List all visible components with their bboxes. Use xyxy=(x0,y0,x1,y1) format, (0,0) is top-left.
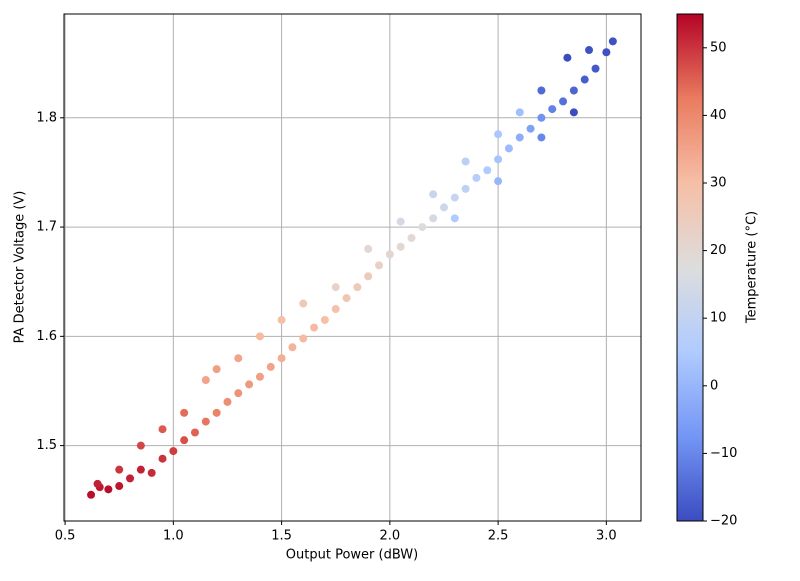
plot-frame xyxy=(63,13,642,522)
scatter-point xyxy=(320,315,329,324)
scatter-point xyxy=(450,214,459,223)
scatter-point xyxy=(331,305,340,314)
scatter-point xyxy=(234,354,243,363)
scatter-point xyxy=(234,389,243,398)
scatter-point xyxy=(537,133,546,142)
y-tick-label: 1.8 xyxy=(36,110,57,125)
x-tick-label: 1.0 xyxy=(163,529,184,544)
scatter-point xyxy=(115,482,124,491)
y-tick-label: 1.5 xyxy=(36,438,57,453)
scatter-point xyxy=(277,315,286,324)
scatter-point xyxy=(504,144,513,153)
scatter-point xyxy=(364,244,373,253)
scatter-point xyxy=(526,124,535,133)
colorbar-tick-label: 30 xyxy=(710,176,727,191)
scatter-point xyxy=(277,354,286,363)
scatter-point xyxy=(255,332,264,341)
colorbar-tick-label: −10 xyxy=(710,446,737,461)
scatter-point xyxy=(158,454,167,463)
scatter-point xyxy=(515,108,524,117)
x-tick-label: 3.0 xyxy=(596,529,617,544)
scatter-point xyxy=(396,242,405,251)
scatter-point xyxy=(515,133,524,142)
x-tick-label: 0.5 xyxy=(55,529,76,544)
scatter-point xyxy=(190,428,199,437)
scatter-point xyxy=(245,380,254,389)
colorbar-tick-label: 10 xyxy=(710,311,727,326)
scatter-point xyxy=(608,37,617,46)
y-tick-label: 1.6 xyxy=(36,329,57,344)
scatter-point xyxy=(375,261,384,270)
scatter-point xyxy=(147,468,156,477)
scatter-point xyxy=(342,294,351,303)
x-tick-label: 1.5 xyxy=(271,529,292,544)
scatter-point xyxy=(169,447,178,456)
scatter-point xyxy=(266,362,275,371)
scatter-point xyxy=(115,465,124,474)
scatter-point xyxy=(563,53,572,62)
scatter-point xyxy=(310,323,319,332)
colorbar-tick-label: −20 xyxy=(710,514,737,529)
scatter-point xyxy=(461,184,470,193)
x-axis-label: Output Power (dBW) xyxy=(286,548,418,563)
scatter-point xyxy=(429,190,438,199)
scatter-point xyxy=(126,474,135,483)
scatter-point xyxy=(548,105,557,114)
scatter-point xyxy=(569,108,578,117)
scatter-point xyxy=(385,250,394,259)
scatter-point xyxy=(288,343,297,352)
y-tick-label: 1.7 xyxy=(36,220,57,235)
scatter-point xyxy=(461,157,470,166)
scatter-point xyxy=(136,441,145,450)
scatter-point xyxy=(136,465,145,474)
scatter-point xyxy=(483,166,492,175)
scatter-point xyxy=(331,283,340,292)
scatter-point xyxy=(585,46,594,55)
y-axis-label: PA Detector Voltage (V) xyxy=(13,191,28,344)
scatter-point xyxy=(494,155,503,164)
scatter-point xyxy=(559,97,568,106)
scatter-point xyxy=(212,408,221,417)
scatter-point xyxy=(87,490,96,499)
scatter-point xyxy=(472,173,481,182)
x-tick-label: 2.0 xyxy=(380,529,401,544)
scatter-point xyxy=(299,299,308,308)
scatter-point xyxy=(591,64,600,73)
scatter-point xyxy=(180,436,189,445)
scatter-point xyxy=(494,130,503,139)
scatter-point xyxy=(439,203,448,212)
x-tick-label: 2.5 xyxy=(488,529,509,544)
scatter-point xyxy=(450,193,459,202)
colorbar-tick-label: 20 xyxy=(710,243,727,258)
scatter-point xyxy=(201,417,210,426)
scatter-point xyxy=(201,376,210,385)
scatter-point xyxy=(93,479,102,488)
scatter-point xyxy=(602,48,611,57)
scatter-point xyxy=(396,217,405,226)
colorbar-tick-label: 40 xyxy=(710,108,727,123)
scatter-point xyxy=(104,485,113,494)
scatter-point xyxy=(180,408,189,417)
scatter-point xyxy=(537,113,546,122)
scatter-point xyxy=(353,283,362,292)
scatter-point xyxy=(429,214,438,223)
colorbar xyxy=(676,13,704,522)
scatter-point xyxy=(364,272,373,281)
scatter-point xyxy=(418,223,427,232)
scatter-point xyxy=(580,75,589,84)
scatter-point xyxy=(212,365,221,374)
scatter-point xyxy=(407,233,416,242)
scatter-point xyxy=(158,425,167,434)
colorbar-tick-label: 50 xyxy=(710,40,727,55)
scatter-point xyxy=(223,397,232,406)
colorbar-tick-label: 0 xyxy=(710,378,718,393)
scatter-point xyxy=(299,334,308,343)
scatter-point xyxy=(494,177,503,186)
colorbar-label: Temperature (°C) xyxy=(745,211,760,324)
scatter-point xyxy=(569,86,578,95)
scatter-point xyxy=(537,86,546,95)
scatter-point xyxy=(255,372,264,381)
